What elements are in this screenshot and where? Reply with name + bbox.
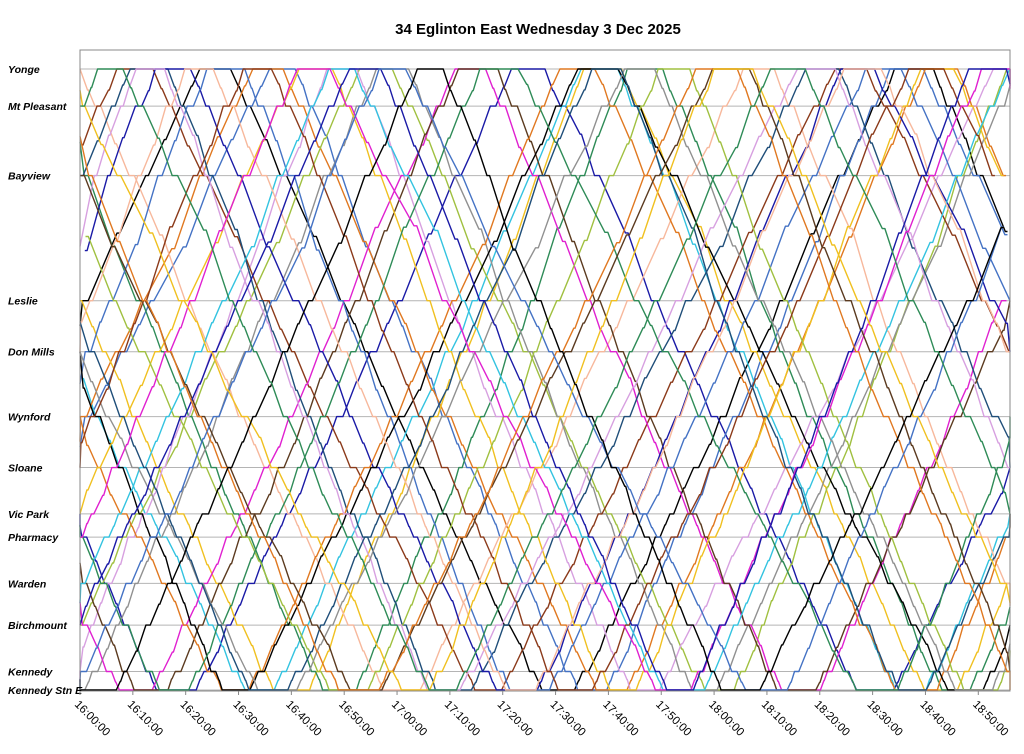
stop-label: Pharmacy [8, 532, 59, 544]
vehicle-trip-line [79, 68, 1010, 691]
stop-label: Kennedy Stn E [8, 685, 83, 697]
stop-label: Sloane [8, 463, 43, 475]
trip-lines [79, 68, 1011, 691]
vehicle-trip-line [79, 68, 1008, 691]
time-tick-labels: 16:00:00 16:10:00 16:20:00 16:30:00 16:40:00… [72, 691, 1010, 739]
vehicle-trip-line [79, 68, 1011, 691]
vehicle-trip-line [81, 68, 1010, 691]
time-tick-label: 17:20:00 [495, 699, 535, 739]
vehicle-trip-line [79, 68, 1011, 691]
stop-label: Leslie [8, 296, 38, 308]
time-tick-label: 16:10:00 [125, 699, 165, 739]
time-tick-label: 16:20:00 [178, 699, 218, 739]
vehicle-trip-line [79, 68, 1011, 691]
vehicle-trip-line [79, 68, 1004, 691]
vehicle-trip-line [79, 68, 1010, 691]
vehicle-trip-line [80, 68, 1010, 691]
vehicle-trip-line [80, 68, 1011, 691]
time-tick-label: 17:40:00 [600, 699, 640, 739]
time-tick-label: 17:00:00 [389, 699, 429, 739]
time-tick-label: 16:00:00 [72, 699, 112, 739]
vehicle-trip-line [79, 68, 1011, 691]
time-tick-label: 18:10:00 [759, 699, 799, 739]
time-tick-label: 18:40:00 [917, 699, 957, 739]
vehicle-trip-line [84, 68, 1011, 691]
time-tick-label: 16:40:00 [283, 699, 323, 739]
time-tick-label: 18:30:00 [864, 699, 904, 739]
vehicle-trip-line [80, 68, 1011, 691]
chart-title: 34 Eglinton East Wednesday 3 Dec 2025 [395, 21, 681, 38]
vehicle-trip-line [79, 68, 1011, 691]
stop-label: Yonge [8, 64, 40, 76]
vehicle-trip-line [79, 68, 1011, 691]
stop-labels: Yonge Mt Pleasant Bayview Leslie Don Mills Wy… [8, 64, 83, 697]
vehicle-trip-line [79, 68, 1011, 691]
vehicle-trip-line [85, 68, 1011, 691]
plot-frame [79, 49, 1011, 692]
vehicle-trip-line [79, 68, 1010, 691]
time-tick-label: 16:50:00 [336, 699, 376, 739]
time-tick-label: 17:50:00 [653, 699, 693, 739]
vehicle-trip-line [80, 68, 1011, 691]
vehicle-trip-line [79, 68, 1011, 691]
time-tick-label: 16:30:00 [230, 699, 270, 739]
stop-label: Birchmount [8, 620, 67, 632]
time-tick-label: 17:30:00 [547, 699, 587, 739]
stop-label: Bayview [8, 171, 51, 183]
time-tick-label: 17:10:00 [442, 699, 482, 739]
gridlines [80, 68, 1010, 691]
vehicle-trip-line [79, 68, 1011, 691]
time-tick-label: 18:00:00 [706, 699, 746, 739]
vehicle-trip-line [79, 68, 995, 691]
stop-label: Don Mills [8, 347, 55, 359]
time-tick-label: 18:50:00 [970, 699, 1010, 739]
stop-label: Mt Pleasant [8, 101, 67, 113]
vehicle-trip-line [79, 68, 1011, 691]
vehicle-trip-line [80, 68, 1011, 691]
vehicle-trip-line [79, 68, 1011, 691]
vehicle-trip-line [79, 68, 1008, 691]
vehicle-trip-line [79, 68, 1004, 691]
time-tick-label: 18:20:00 [812, 699, 852, 739]
vehicle-trip-line [79, 68, 1011, 691]
vehicle-trip-line [80, 68, 1011, 691]
stop-label: Kennedy [8, 666, 54, 678]
stop-label: Warden [8, 578, 46, 590]
stop-label: Vic Park [8, 509, 50, 521]
stop-label: Wynford [8, 412, 51, 424]
vehicle-trip-line [79, 68, 1011, 691]
vehicle-trip-line [79, 68, 1011, 691]
